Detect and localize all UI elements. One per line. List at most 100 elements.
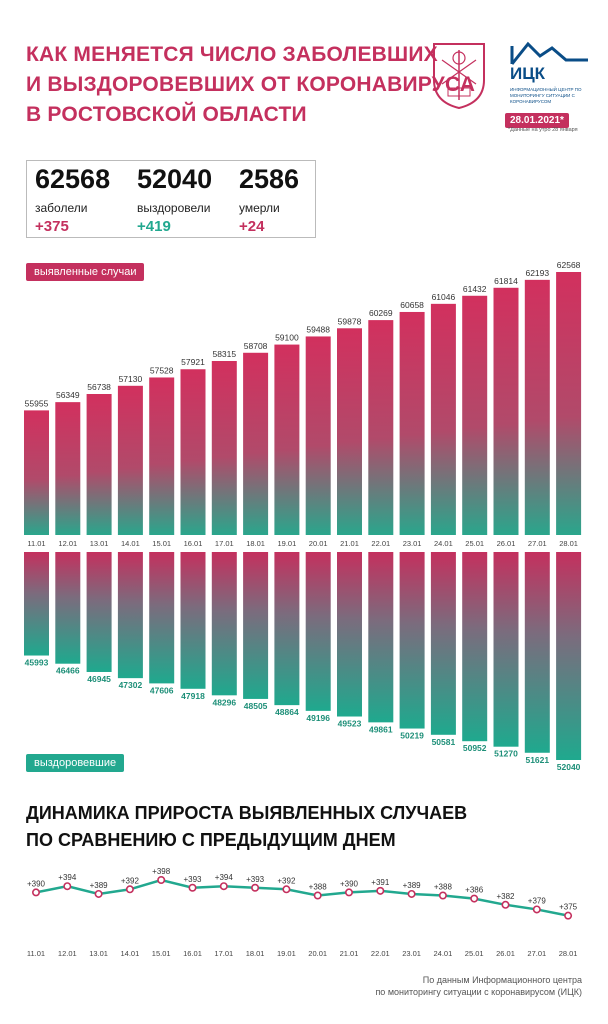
date-tick-label: 15.01 <box>152 539 171 548</box>
cases-bar <box>24 410 49 535</box>
growth-date-tick: 26.01 <box>496 949 515 958</box>
growth-title-line: по сравнению с предыдущим днем <box>26 830 396 850</box>
growth-value-label: +394 <box>215 873 234 882</box>
cases-value-label: 55955 <box>25 398 49 408</box>
growth-value-label: +393 <box>183 875 202 884</box>
date-tick-label: 28.01 <box>559 539 578 548</box>
cases-bar <box>556 272 582 535</box>
date-tick-label: 16.01 <box>184 539 203 548</box>
cases-bar <box>337 328 362 535</box>
region-emblem-icon <box>433 43 485 110</box>
growth-line <box>35 878 569 917</box>
recovered-value-label: 51621 <box>525 755 549 765</box>
cases-value-label: 61046 <box>432 292 456 302</box>
recovered-bar <box>430 552 456 735</box>
recovered-bar <box>305 552 331 711</box>
growth-point <box>501 900 510 909</box>
stat-value: 2586 <box>239 164 300 194</box>
cases-value-label: 59488 <box>306 324 330 334</box>
date-tick-label: 23.01 <box>403 539 422 548</box>
growth-point <box>157 875 166 884</box>
date-tick-label: 17.01 <box>215 539 234 548</box>
stat-value: 52040 <box>137 164 213 194</box>
growth-point <box>564 911 573 920</box>
recovered-bar <box>211 552 237 696</box>
recovered-bar <box>149 552 175 684</box>
date-tick-label: 19.01 <box>278 539 297 548</box>
recovered-value-label: 52040 <box>557 762 581 772</box>
cases-bar <box>368 320 394 535</box>
stat-delta: +24 <box>239 218 265 235</box>
date-tick-label: 24.01 <box>434 539 453 548</box>
recovered-value-label: 48296 <box>212 697 236 707</box>
recovered-value-label: 49861 <box>369 724 393 734</box>
recovered-bar <box>493 552 519 747</box>
growth-value-label: +382 <box>496 892 515 901</box>
cases-bar <box>462 295 488 535</box>
cases-bar <box>430 303 456 535</box>
growth-title-line: Динамика прироста выявленных случаев <box>26 803 468 823</box>
title-line: Как меняется число заболевших <box>26 43 438 66</box>
growth-point <box>407 889 416 898</box>
date-tick-label: 18.01 <box>246 539 265 548</box>
recovered-bar <box>86 552 112 672</box>
cases-value-label: 57921 <box>181 357 205 367</box>
growth-value-label: +390 <box>27 879 46 888</box>
growth-value-label: +386 <box>465 886 484 895</box>
stat-label: умерли <box>239 201 280 215</box>
recovered-value-label: 46466 <box>56 666 80 676</box>
cases-bar <box>399 311 425 535</box>
growth-value-label: +389 <box>403 881 422 890</box>
recovered-value-label: 49196 <box>306 713 330 723</box>
date-tick-label: 12.01 <box>58 539 77 548</box>
cases-value-label: 58708 <box>244 341 268 351</box>
growth-point <box>376 886 385 895</box>
logo-subtitle: ИНФОРМАЦИОННЫЙ ЦЕНТР ПО МОНИТОРИНГУ СИТУ… <box>510 87 582 104</box>
stat-label: выздоровели <box>137 201 211 215</box>
growth-date-tick: 12.01 <box>58 949 77 958</box>
recovered-bar <box>180 552 206 689</box>
cases-value-label: 62193 <box>525 268 549 278</box>
recovered-bar <box>368 552 394 723</box>
cases-value-label: 56738 <box>87 382 111 392</box>
ick-logo: ИЦК ИНФОРМАЦИОННЫЙ ЦЕНТР ПО МОНИТОРИНГУ … <box>510 40 590 104</box>
growth-date-tick: 14.01 <box>121 949 140 958</box>
stats-box: 62568 заболели +375 52040 выздоровели +4… <box>26 160 316 238</box>
cases-value-label: 62568 <box>557 260 581 270</box>
growth-value-label: +379 <box>528 896 547 905</box>
growth-value-label: +388 <box>434 883 453 892</box>
growth-date-tick: 16.01 <box>183 949 202 958</box>
growth-value-label: +389 <box>90 881 109 890</box>
date-tick-label: 26.01 <box>497 539 516 548</box>
date-tick-label: 20.01 <box>309 539 328 548</box>
cases-bar <box>274 344 300 535</box>
growth-chart-title: Динамика прироста выявленных случаев по … <box>26 800 467 854</box>
cases-value-label: 59100 <box>275 333 299 343</box>
cases-value-label: 59878 <box>338 316 362 326</box>
recovered-bar <box>243 552 269 699</box>
growth-date-tick: 28.01 <box>559 949 578 958</box>
growth-point <box>313 891 322 900</box>
growth-point <box>532 905 541 914</box>
recovered-value-label: 47918 <box>181 691 205 701</box>
recovered-bar <box>24 552 49 656</box>
growth-value-label: +391 <box>371 878 390 887</box>
date-tick-label: 27.01 <box>528 539 547 548</box>
recovered-value-label: 45993 <box>25 658 49 668</box>
cases-value-label: 61814 <box>494 276 518 286</box>
cases-bar <box>117 385 143 535</box>
stat-value: 62568 <box>35 164 111 194</box>
recovered-bar <box>117 552 143 679</box>
growth-point <box>282 885 291 894</box>
recovered-value-label: 48864 <box>275 707 299 717</box>
growth-value-label: +390 <box>340 879 359 888</box>
recovered-value-label: 49523 <box>338 719 362 729</box>
growth-point <box>125 885 134 894</box>
stat-delta: +375 <box>35 218 69 235</box>
growth-date-tick: 25.01 <box>465 949 484 958</box>
growth-date-tick: 20.01 <box>308 949 327 958</box>
growth-date-tick: 17.01 <box>214 949 233 958</box>
cases-bar <box>86 393 112 535</box>
growth-value-label: +393 <box>246 875 265 884</box>
growth-point <box>63 882 72 891</box>
